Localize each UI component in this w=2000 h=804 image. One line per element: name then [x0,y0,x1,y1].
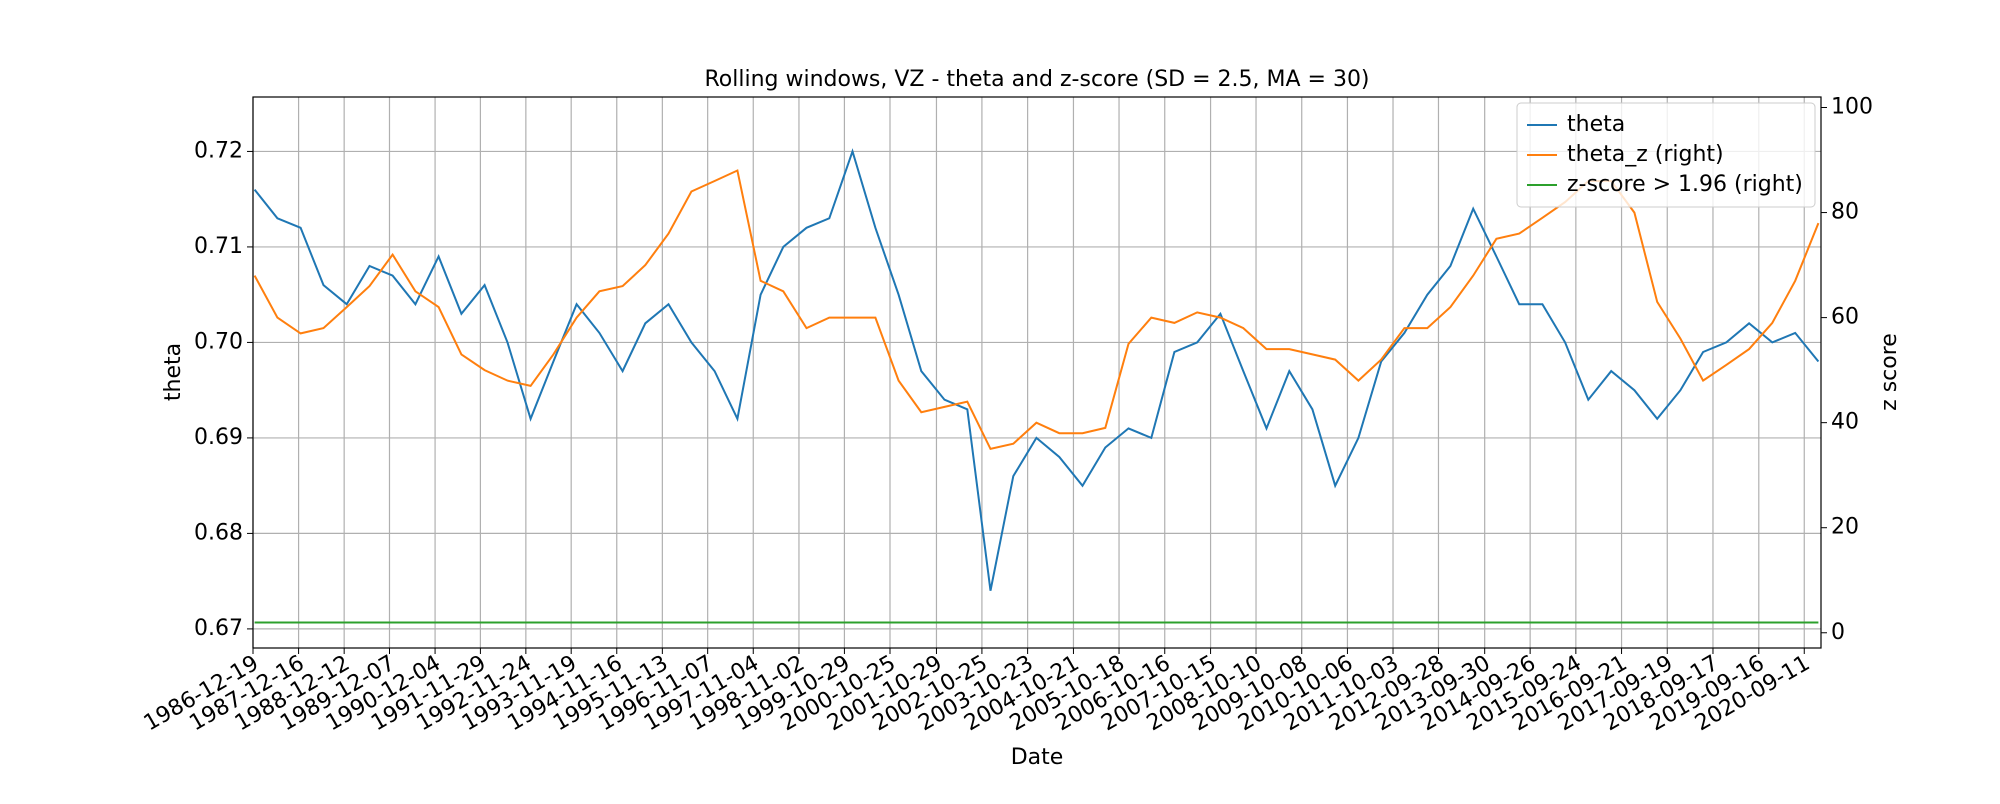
y-tick-label: 0.69 [194,425,243,450]
y2-tick-label: 80 [1831,200,1859,225]
legend-box [1516,102,1816,208]
legend: theta theta_z (right) z-score > 1.96 (righ… [1516,102,1816,208]
y-tick-label: 0.68 [194,520,243,545]
y2-axis-label: z score [1877,333,1902,411]
y-tick-label: 0.67 [194,616,243,641]
y-tick-label: 0.71 [194,234,243,259]
y2-tick-label: 60 [1831,305,1859,330]
chart-title: Rolling windows, VZ - theta and z-score … [704,67,1369,92]
legend-label: theta [1567,112,1625,137]
y2-tick-label: 40 [1831,410,1859,435]
series-line [253,169,1820,451]
x-axis-label: Date [1011,745,1064,770]
series-line [253,148,1820,591]
y-axis-label: theta [161,343,186,401]
y2-tick-label: 0 [1831,620,1845,645]
y2-tick-label: 100 [1831,95,1873,120]
plot-frame [252,96,1822,649]
legend-label: theta_z (right) [1567,142,1724,167]
y-tick-label: 0.72 [194,138,243,163]
legend-label: z-score > 1.96 (right) [1567,172,1803,197]
y2-tick-label: 20 [1831,515,1859,540]
y-tick-label: 0.70 [194,329,243,354]
